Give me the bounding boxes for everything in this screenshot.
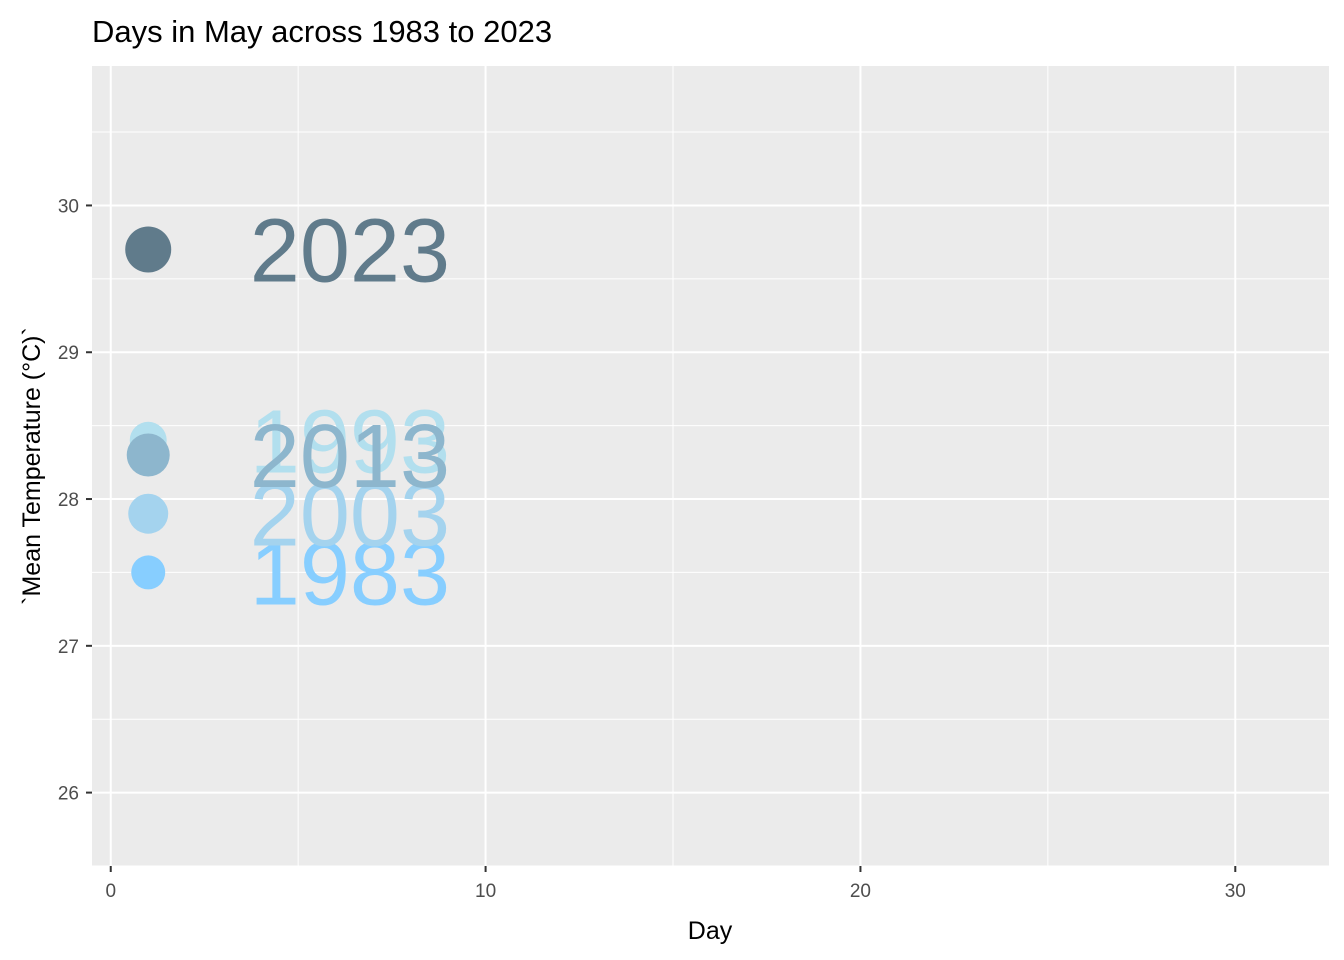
tick-labels: 0 10 20 30 26 27 28 29 30	[58, 196, 1246, 902]
x-tick-label: 10	[475, 881, 496, 902]
point-label-1993: 1993	[250, 392, 450, 492]
x-tick-label: 0	[105, 881, 116, 902]
axis-ticks	[86, 204, 1237, 872]
x-axis-title: Day	[688, 917, 733, 945]
data-point-2023	[125, 226, 172, 273]
data-points	[125, 226, 172, 590]
data-point-2003	[128, 493, 169, 534]
y-tick-label: 30	[58, 196, 79, 217]
major-gridlines	[92, 66, 1329, 866]
point-label-2013: 2013	[250, 407, 450, 507]
x-tick-label: 30	[1225, 881, 1246, 902]
data-point-1983	[131, 555, 166, 590]
y-axis-title: `Mean Temperature (°C)`	[18, 327, 46, 605]
point-label-2023: 2023	[250, 201, 450, 301]
data-point-2013	[126, 433, 170, 477]
point-label-1983: 1983	[250, 524, 450, 624]
minor-gridlines	[92, 66, 1329, 867]
y-tick-label: 27	[58, 637, 79, 658]
chart-title: Days in May across 1983 to 2023	[92, 14, 552, 49]
x-tick-label: 20	[850, 881, 871, 902]
y-tick-label: 26	[58, 784, 79, 805]
y-tick-label: 29	[58, 343, 79, 364]
y-tick-label: 28	[58, 490, 79, 511]
point-label-2003: 2003	[250, 466, 450, 566]
